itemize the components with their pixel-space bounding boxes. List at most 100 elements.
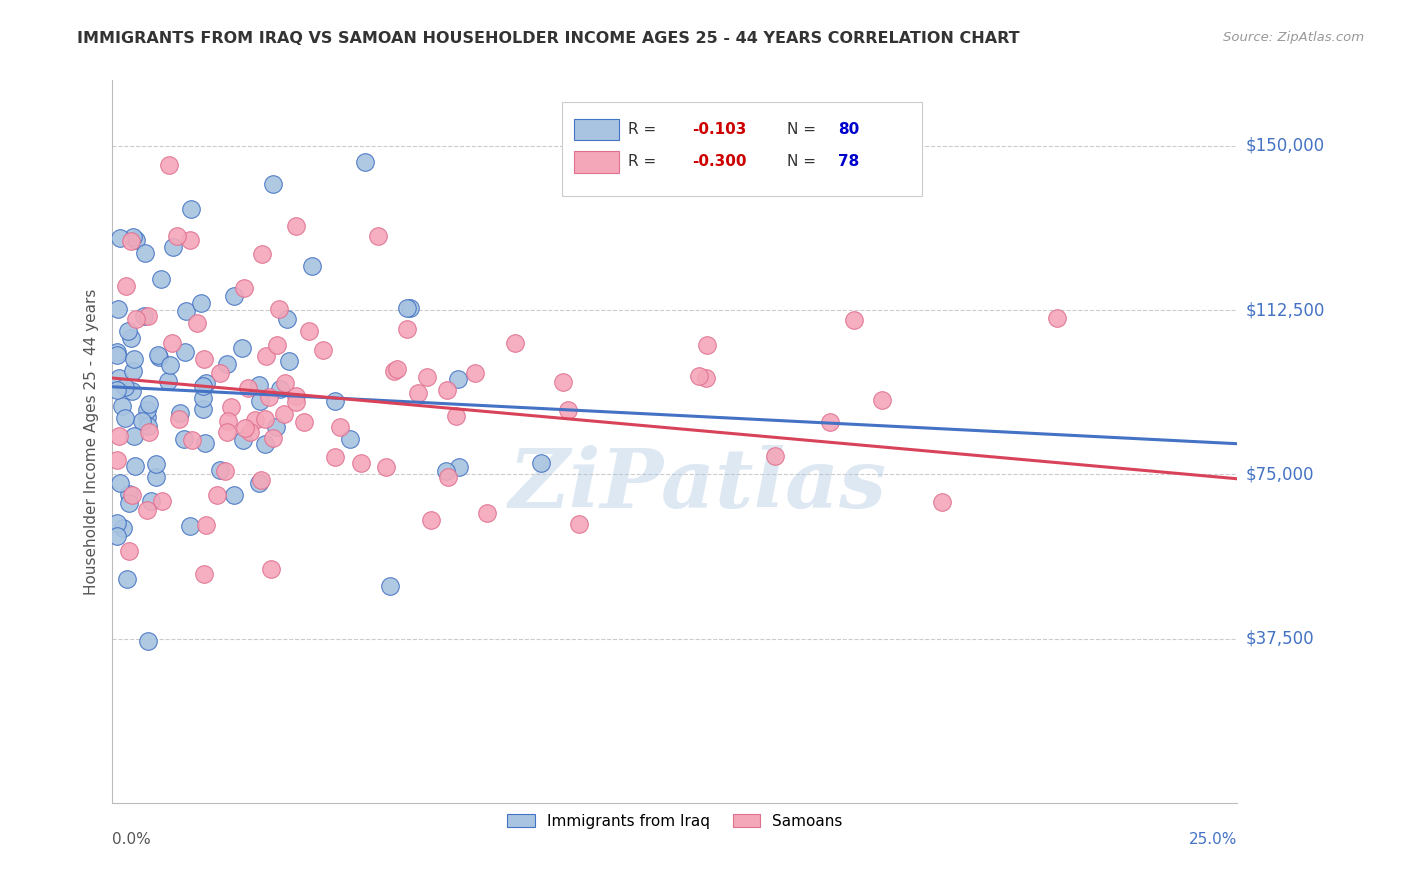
Point: [688, 369, 710, 384]
Point: [339, 433, 361, 447]
Point: [447, 372, 470, 386]
Point: [193, 351, 215, 366]
Legend: Immigrants from Iraq, Samoans: Immigrants from Iraq, Samoans: [501, 807, 849, 835]
Text: $112,500: $112,500: [1246, 301, 1324, 319]
Point: [145, 458, 167, 472]
Point: [353, 155, 375, 169]
Point: [214, 464, 236, 478]
Point: [105, 348, 128, 362]
Point: [285, 394, 308, 409]
Text: Source: ZipAtlas.com: Source: ZipAtlas.com: [1223, 31, 1364, 45]
Point: [264, 419, 287, 434]
Point: [269, 302, 291, 317]
Point: [253, 412, 276, 426]
Point: [150, 494, 173, 508]
Text: N =: N =: [787, 122, 821, 136]
Point: [132, 309, 155, 323]
Point: [215, 357, 238, 371]
Point: [232, 433, 254, 447]
Point: [131, 414, 153, 428]
Point: [254, 349, 277, 363]
Point: [233, 281, 256, 295]
Point: [416, 370, 439, 384]
Point: [111, 521, 134, 535]
Point: [249, 394, 271, 409]
Point: [108, 231, 131, 245]
Point: [444, 409, 467, 423]
Point: [399, 301, 422, 315]
Point: [530, 456, 553, 470]
Point: [108, 475, 131, 490]
Point: [820, 415, 842, 429]
Point: [121, 384, 143, 399]
Point: [173, 432, 195, 446]
Point: [396, 322, 419, 336]
Point: [449, 459, 471, 474]
Point: [222, 488, 245, 502]
Point: [325, 393, 347, 408]
Point: [121, 488, 143, 502]
Point: [138, 425, 160, 440]
Point: [190, 296, 212, 310]
Point: [262, 177, 284, 191]
Point: [1046, 311, 1069, 326]
Point: [194, 435, 217, 450]
Point: [209, 366, 232, 380]
Text: $75,000: $75,000: [1246, 466, 1315, 483]
FancyBboxPatch shape: [574, 119, 619, 140]
Point: [224, 289, 246, 303]
Point: [233, 420, 256, 434]
Point: [120, 234, 142, 248]
Point: [695, 371, 717, 385]
Point: [253, 437, 276, 451]
Point: [150, 272, 173, 286]
Point: [273, 407, 295, 421]
Point: [146, 348, 169, 362]
Point: [122, 351, 145, 366]
Point: [157, 158, 180, 172]
Point: [247, 377, 270, 392]
Point: [406, 385, 429, 400]
Point: [141, 494, 163, 508]
Point: [105, 516, 128, 531]
Point: [118, 496, 141, 510]
Point: [375, 460, 398, 475]
Point: [121, 364, 143, 378]
Text: $150,000: $150,000: [1246, 137, 1324, 155]
Point: [120, 331, 142, 345]
Text: -0.300: -0.300: [692, 154, 747, 169]
Point: [159, 358, 181, 372]
Text: N =: N =: [787, 154, 821, 169]
Point: [284, 389, 307, 403]
Point: [162, 240, 184, 254]
Point: [118, 544, 141, 558]
Text: 78: 78: [838, 154, 859, 169]
Point: [125, 233, 148, 247]
Point: [696, 338, 718, 352]
Point: [179, 233, 201, 247]
Point: [378, 579, 401, 593]
Point: [105, 529, 128, 543]
Point: [323, 450, 346, 465]
Point: [382, 364, 405, 378]
Point: [105, 345, 128, 359]
Point: [763, 449, 786, 463]
Point: [419, 513, 441, 527]
Point: [312, 343, 335, 357]
FancyBboxPatch shape: [574, 151, 619, 173]
Point: [257, 391, 280, 405]
Point: [385, 361, 408, 376]
Point: [121, 230, 143, 244]
Text: 80: 80: [838, 122, 859, 136]
Text: $37,500: $37,500: [1246, 630, 1315, 648]
Point: [107, 428, 129, 442]
Point: [157, 374, 180, 388]
Point: [125, 311, 148, 326]
Point: [266, 338, 288, 352]
Text: ZiPatlas: ZiPatlas: [509, 445, 886, 524]
Point: [134, 246, 156, 260]
Point: [250, 247, 273, 261]
Point: [108, 371, 131, 385]
Point: [551, 376, 574, 390]
FancyBboxPatch shape: [562, 102, 922, 196]
